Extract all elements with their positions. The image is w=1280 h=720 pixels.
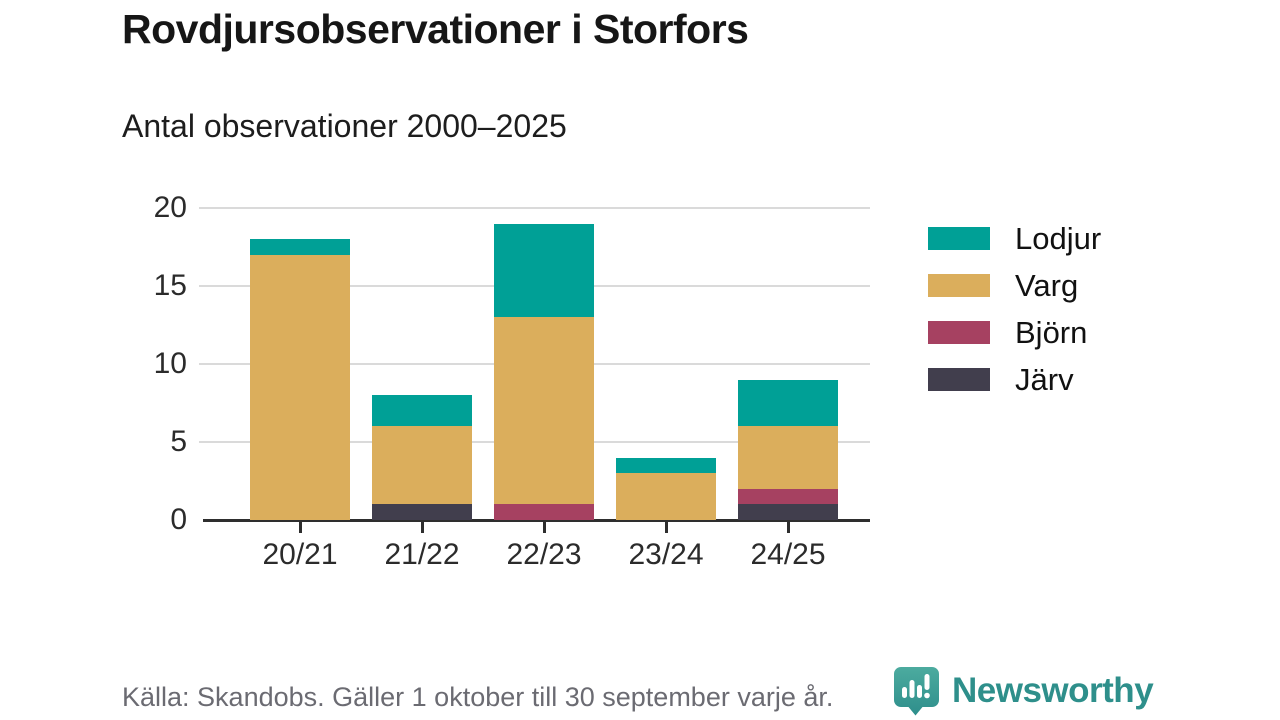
- x-axis-tick-label: 24/25: [750, 538, 826, 571]
- legend-item-bjorn: Björn: [928, 309, 1101, 356]
- x-axis-tick: [542, 522, 546, 533]
- bar-segment-lodjur-23-24: [616, 457, 716, 474]
- bar-segment-lodjur-21-22: [372, 395, 472, 427]
- bar-segment-lodjur-24-25: [738, 379, 838, 427]
- x-axis-tick: [664, 522, 668, 533]
- x-axis-tick: [420, 522, 424, 533]
- bar-segment-varg-21-22: [372, 426, 472, 505]
- y-axis-tick-label: 5: [170, 425, 187, 458]
- bar-segment-bjorn-24-25: [738, 488, 838, 505]
- brand-name: Newsworthy: [952, 671, 1154, 710]
- bar-segment-varg-22-23: [494, 317, 594, 505]
- legend-swatch-jarv: [928, 368, 990, 391]
- chart-subtitle: Antal observationer 2000–2025: [122, 108, 567, 144]
- x-axis-tick-label: 23/24: [628, 538, 704, 571]
- bar-segment-lodjur-22-23: [494, 223, 594, 318]
- y-axis-tick-label: 10: [153, 347, 187, 380]
- x-axis-line: [203, 519, 870, 522]
- y-axis-tick-label: 0: [170, 503, 187, 536]
- source-note: Källa: Skandobs. Gäller 1 oktober till 3…: [122, 682, 834, 712]
- legend-label-varg: Varg: [1015, 267, 1079, 303]
- legend-swatch-bjorn: [928, 321, 990, 344]
- bar-segment-varg-23-24: [616, 473, 716, 520]
- bar-segment-jarv-21-22: [372, 504, 472, 520]
- gridline-y-20: [199, 207, 870, 209]
- bar-segment-varg-20-21: [250, 254, 350, 520]
- bar-segment-varg-24-25: [738, 426, 838, 489]
- legend-swatch-varg: [928, 274, 990, 297]
- legend-swatch-lodjur: [928, 227, 990, 250]
- legend-label-jarv: Järv: [1015, 361, 1074, 397]
- brand-logo: Newsworthy: [893, 666, 1154, 716]
- x-axis-tick-label: 21/22: [384, 538, 460, 571]
- legend-label-bjorn: Björn: [1015, 314, 1088, 350]
- x-axis-tick: [298, 522, 302, 533]
- plot-area: 0 5 10 15 20 20/21 21/22 22/23 23/24 24/25: [154, 191, 870, 571]
- y-axis-tick-label: 15: [153, 269, 187, 302]
- chart-title: Rovdjursobservationer i Storfors: [122, 6, 749, 52]
- bar-segment-jarv-24-25: [738, 504, 838, 520]
- x-axis-tick-label: 20/21: [262, 538, 338, 571]
- legend-label-lodjur: Lodjur: [1015, 220, 1102, 256]
- newsworthy-logo-icon: [894, 667, 939, 716]
- bar-segment-bjorn-22-23: [494, 504, 594, 520]
- legend-item-jarv: Järv: [928, 356, 1101, 403]
- y-axis-tick-label: 20: [153, 191, 187, 224]
- legend-item-lodjur: Lodjur: [928, 215, 1101, 262]
- x-axis-tick: [786, 522, 790, 533]
- bar-segment-lodjur-20-21: [250, 239, 350, 255]
- x-axis-tick-label: 22/23: [506, 538, 582, 571]
- legend: Lodjur Varg Björn Järv: [928, 215, 1101, 403]
- legend-item-varg: Varg: [928, 262, 1101, 309]
